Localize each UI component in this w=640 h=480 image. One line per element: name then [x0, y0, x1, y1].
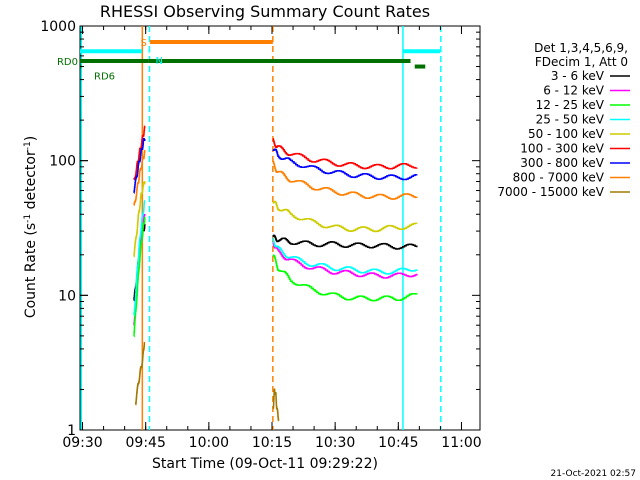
legend-entry-label: 100 - 300 keV: [520, 142, 604, 156]
legend-header-2: FDecim 1, Att 0: [535, 55, 628, 69]
x-tick-label: 10:15: [252, 435, 292, 451]
x-tick-label: 10:00: [189, 435, 229, 451]
x-tick-label: 09:30: [62, 435, 102, 451]
legend: Det 1,3,4,5,6,9, FDecim 1, Att 0 3 - 6 k…: [497, 41, 630, 199]
y-title-sup2: -1: [23, 141, 33, 150]
series-line: [133, 199, 146, 316]
state-bars: RD0 RD6 SN: [57, 38, 441, 83]
series-line: [272, 237, 418, 275]
y-title-prefix: Count Rate (s: [23, 223, 39, 318]
series-line: [133, 125, 146, 181]
series-line: [272, 138, 418, 170]
y-title-suffix: ): [23, 136, 39, 141]
x-tick-label: 10:45: [378, 435, 418, 451]
legend-header-1: Det 1,3,4,5,6,9,: [534, 41, 628, 55]
plot-frame: [79, 25, 481, 431]
legend-entry-label: 12 - 25 keV: [536, 98, 605, 112]
legend-entry-label: 6 - 12 keV: [543, 84, 605, 98]
series-line: [272, 234, 418, 250]
x-tick-label: 09:45: [126, 435, 166, 451]
state-bar-label: S: [141, 38, 147, 49]
legend-entry-label: 50 - 100 keV: [528, 127, 605, 141]
y-tick-label: 10: [58, 288, 76, 304]
x-axis: 09:30 09:45 10:00 10:15 10:30 10:45 11:00: [62, 26, 482, 451]
x-axis-title: Start Time (09-Oct-11 09:29:22): [152, 456, 378, 472]
y-tick-label: 1: [67, 423, 76, 439]
legend-entry-label: 25 - 50 keV: [536, 113, 605, 127]
series-line: [133, 181, 146, 258]
series-line: [133, 149, 146, 206]
y-tick-label: 100: [49, 154, 76, 170]
y-axis: 1 10 100 1000: [40, 19, 480, 439]
legend-entry-label: 300 - 800 keV: [520, 156, 604, 170]
chart-title: RHESSI Observing Summary Count Rates: [100, 2, 430, 21]
series-line: [272, 241, 418, 279]
state-bar-label: N: [155, 56, 162, 67]
series-line: [272, 200, 418, 233]
vertical-lines: [80, 26, 442, 430]
series-line: [272, 160, 418, 200]
y-axis-title: Count Rate (s-1 detector-1): [23, 136, 39, 318]
timestamp: 21-Oct-2021 02:57: [551, 469, 636, 479]
legend-entry-label: 800 - 7000 keV: [513, 171, 605, 185]
legend-entry-label: 7000 - 15000 keV: [497, 185, 604, 199]
series-line: [272, 388, 280, 422]
y-title-mid: detector: [23, 150, 39, 214]
y-tick-label: 1000: [40, 19, 76, 35]
series-lines: [133, 125, 418, 422]
series-line: [133, 217, 146, 338]
series-line: [135, 342, 146, 406]
x-tick-label: 11:00: [441, 435, 481, 451]
axis-frame: [79, 25, 481, 431]
series-line: [272, 254, 418, 302]
state-bar-label: RD0: [57, 57, 78, 68]
series-line: [133, 137, 146, 194]
y-title-sup1: -1: [23, 214, 33, 223]
x-tick-label: 10:30: [315, 435, 355, 451]
series-line: [272, 148, 418, 181]
legend-entry-label: 3 - 6 keV: [551, 69, 605, 83]
state-bar-label: RD6: [94, 72, 115, 83]
